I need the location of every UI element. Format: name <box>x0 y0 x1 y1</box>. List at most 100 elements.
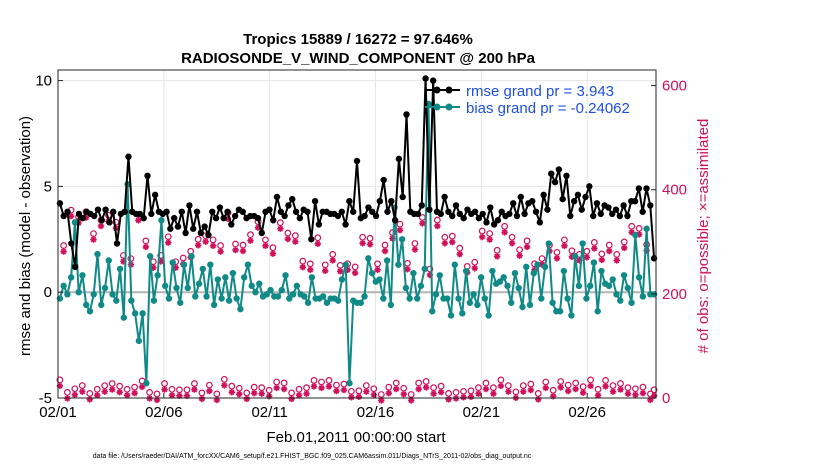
bias-point <box>643 225 650 232</box>
bias-point <box>395 261 402 268</box>
bias-point <box>289 291 297 298</box>
bias-point <box>225 297 233 304</box>
obs-assimilated-marker <box>568 253 576 260</box>
obs-assimilated-marker <box>486 236 493 243</box>
rmse-point <box>460 214 467 222</box>
obs-assimilated-marker <box>370 391 378 398</box>
obs-assimilated-marker <box>632 391 639 398</box>
rmse-point <box>125 153 132 160</box>
obs-assimilated-marker <box>471 265 478 272</box>
rmse-point <box>536 219 544 226</box>
bias-point <box>203 293 210 300</box>
obs-assimilated-marker <box>606 247 613 255</box>
bias-point <box>60 282 67 290</box>
bias-point <box>161 282 169 290</box>
rmse-point <box>555 166 563 173</box>
bias-point <box>86 308 94 315</box>
rmse-point <box>220 214 227 222</box>
y-right-tick-label-0: 0 <box>662 390 670 407</box>
rmse-point <box>228 221 235 228</box>
y-axis-left: -5 0 5 10 <box>35 73 63 407</box>
obs-assimilated-marker <box>123 392 131 399</box>
rmse-point <box>422 75 429 82</box>
bias-point <box>342 261 349 268</box>
bias-point <box>79 272 86 279</box>
bias-point <box>564 295 571 302</box>
obs-assimilated-marker <box>280 385 288 393</box>
bias-point <box>410 269 417 277</box>
bias-point <box>613 291 620 298</box>
bias-point <box>286 295 293 302</box>
bias-point <box>301 293 308 300</box>
bias-point <box>413 295 421 302</box>
rmse-point <box>315 221 323 228</box>
obs-assimilated-marker <box>381 247 389 255</box>
rmse-point <box>388 198 395 205</box>
rmse-point <box>68 240 75 247</box>
rmse-point <box>380 176 387 184</box>
rmse-point <box>266 206 273 213</box>
obs-assimilated-marker <box>493 253 501 260</box>
obs-assimilated-marker <box>142 243 150 251</box>
rmse-point <box>369 208 376 215</box>
obs-assimilated-marker <box>523 243 531 251</box>
rmse-point <box>578 206 585 213</box>
obs-assimilated-marker <box>90 236 97 243</box>
rmse-point <box>399 193 406 201</box>
bias-point <box>462 267 470 275</box>
bias-point <box>620 272 628 279</box>
obs-assimilated-marker <box>479 233 486 241</box>
bias-point <box>75 288 82 296</box>
rmse-point <box>513 212 521 220</box>
obs-assimilated-marker <box>366 241 374 248</box>
rmse-point <box>136 210 144 218</box>
rmse-point <box>582 193 589 201</box>
bias-point <box>71 219 79 226</box>
rmse-point <box>643 185 650 192</box>
bias-point <box>154 272 161 279</box>
bias-point <box>237 305 244 313</box>
obs-assimilated-marker <box>284 235 292 243</box>
rmse-point <box>98 217 106 224</box>
plot-area <box>58 70 656 398</box>
rmse-point <box>258 229 265 237</box>
obs-assimilated-marker <box>624 390 632 397</box>
legend: rmse grand pr = 3.943 bias grand pr = -0… <box>425 83 630 117</box>
x-axis: 02/01 02/06 02/11 02/16 02/21 02/26 <box>39 393 606 421</box>
legend-marker-bias-2 <box>445 103 453 111</box>
rmse-point <box>418 202 425 209</box>
obs-assimilated-marker <box>609 388 617 395</box>
obs-assimilated-marker <box>359 240 366 247</box>
obs-assimilated-marker <box>475 390 482 397</box>
y-right-tick-label-3: 600 <box>662 78 687 95</box>
obs-assimilated-marker <box>650 392 658 399</box>
rmse-point <box>296 214 304 222</box>
bias-point <box>346 379 353 387</box>
bias-point <box>571 253 579 260</box>
obs-assimilated-marker <box>579 389 587 396</box>
rmse-point <box>304 208 311 215</box>
rmse-point <box>616 212 624 220</box>
rmse-point <box>163 208 170 215</box>
obs-assimilated-marker <box>251 389 258 397</box>
obs-assimilated-marker <box>56 382 64 390</box>
rmse-point <box>144 172 151 180</box>
rmse-point <box>201 223 208 230</box>
bias-point <box>365 255 372 262</box>
rmse-point <box>281 212 288 220</box>
rmse-point <box>231 212 239 220</box>
obs-assimilated-marker <box>131 389 138 397</box>
obs-assimilated-marker <box>407 397 415 404</box>
rmse-point <box>182 229 189 237</box>
bias-point <box>120 314 128 321</box>
rmse-point <box>197 229 205 237</box>
obs-assimilated-marker <box>60 248 67 255</box>
bias-point <box>530 269 537 277</box>
obs-assimilated-marker <box>393 385 400 393</box>
obs-assimilated-marker <box>542 384 549 392</box>
rmse-point <box>148 210 155 218</box>
bias-point <box>139 310 146 317</box>
bias-point <box>131 310 139 317</box>
obs-assimilated-marker <box>628 229 635 236</box>
